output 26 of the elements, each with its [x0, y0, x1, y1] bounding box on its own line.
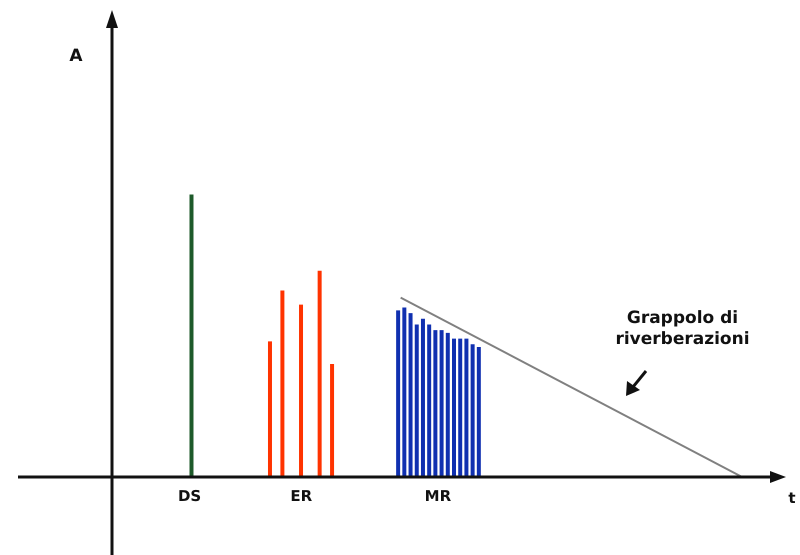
text: A: [68, 46, 84, 67]
bar: [189, 194, 194, 477]
x-tick-label: MR: [424, 487, 452, 505]
bar: [464, 338, 468, 477]
bar: [440, 330, 444, 477]
bar: [420, 318, 425, 477]
bar: [318, 270, 322, 477]
bar: [427, 324, 432, 477]
annotation: Grappolo di riverberazioni: [614, 308, 751, 350]
bar: [268, 341, 272, 477]
bar: [476, 347, 481, 477]
bar: [452, 338, 456, 477]
bar: [433, 330, 438, 477]
bar: [299, 304, 304, 477]
bar: [446, 332, 450, 477]
bar: [280, 290, 284, 477]
bar: [414, 324, 419, 477]
bar: [408, 313, 413, 477]
x-tick-label: DS: [178, 487, 202, 505]
bar: [458, 338, 462, 477]
bar: [396, 310, 400, 477]
x-tick-label: ER: [290, 487, 313, 505]
bar: [470, 344, 475, 477]
bar: [330, 364, 334, 477]
x-axis-title: t: [788, 489, 796, 507]
bar: [402, 308, 406, 477]
